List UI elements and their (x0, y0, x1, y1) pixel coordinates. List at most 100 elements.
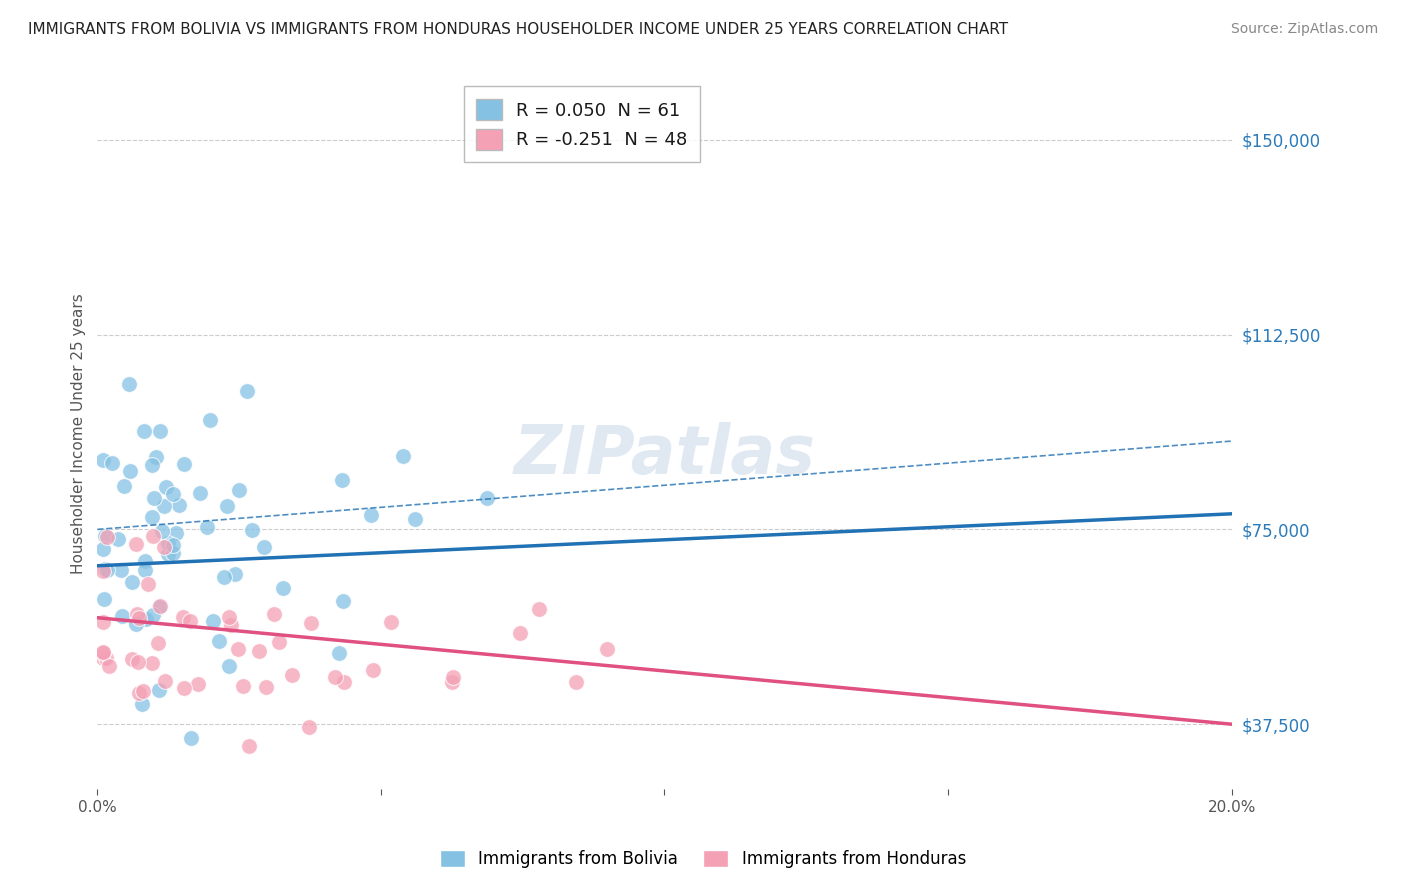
Point (179, 614, 201, 628)
Point (200, 413, 222, 427)
Legend: Immigrants from Bolivia, Immigrants from Honduras: Immigrants from Bolivia, Immigrants from… (433, 843, 973, 875)
Point (157, 547, 180, 561)
Point (121, 652, 143, 666)
Point (91, 645, 114, 659)
Point (150, 524, 173, 538)
Point (112, 478, 135, 492)
Point (149, 424, 172, 438)
Point (94, 529, 117, 543)
Point (96, 563, 118, 577)
Y-axis label: Householder Income Under 25 years: Householder Income Under 25 years (72, 293, 86, 574)
Point (91, 646, 114, 660)
Point (121, 574, 143, 589)
Point (361, 664, 384, 678)
Point (93, 591, 115, 606)
Point (173, 458, 195, 472)
Point (232, 679, 254, 693)
Point (91, 650, 114, 665)
Point (134, 553, 156, 567)
Point (188, 485, 211, 500)
Point (128, 611, 150, 625)
Point (219, 618, 242, 632)
Point (167, 499, 190, 513)
Point (332, 594, 354, 608)
Point (96, 530, 118, 544)
Point (157, 536, 180, 550)
Point (527, 602, 550, 616)
Point (141, 458, 163, 472)
Point (323, 670, 346, 684)
Point (148, 600, 170, 615)
Point (127, 607, 149, 621)
Point (132, 424, 155, 438)
Point (142, 529, 165, 543)
Point (111, 608, 134, 623)
Point (441, 670, 464, 684)
Point (145, 450, 167, 465)
Point (212, 569, 235, 583)
Point (475, 491, 498, 505)
Point (195, 519, 218, 533)
Point (135, 612, 157, 626)
Point (187, 677, 209, 691)
Point (360, 508, 382, 522)
Point (141, 509, 163, 524)
Point (162, 487, 184, 501)
Point (208, 633, 231, 648)
Point (97, 659, 120, 673)
Point (281, 667, 304, 681)
Point (149, 599, 172, 614)
Point (131, 697, 153, 711)
Point (236, 384, 259, 398)
Point (148, 682, 170, 697)
Point (91, 615, 114, 630)
Point (328, 646, 350, 660)
Point (218, 659, 240, 673)
Point (101, 456, 124, 470)
Point (118, 377, 141, 392)
Text: IMMIGRANTS FROM BOLIVIA VS IMMIGRANTS FROM HONDURAS HOUSEHOLDER INCOME UNDER 25 : IMMIGRANTS FROM BOLIVIA VS IMMIGRANTS FR… (28, 22, 1008, 37)
Point (267, 635, 290, 649)
Point (298, 720, 321, 734)
Text: ZIPatlas: ZIPatlas (513, 422, 815, 488)
Point (110, 563, 132, 577)
Point (215, 500, 238, 514)
Point (125, 617, 148, 632)
Point (240, 524, 263, 538)
Point (142, 607, 165, 622)
Legend: R = 0.050  N = 61, R = -0.251  N = 48: R = 0.050 N = 61, R = -0.251 N = 48 (464, 87, 700, 162)
Point (509, 626, 531, 640)
Point (564, 675, 586, 690)
Point (252, 541, 274, 555)
Point (127, 655, 149, 669)
Point (132, 683, 155, 698)
Point (596, 641, 619, 656)
Point (254, 681, 277, 695)
Point (330, 473, 353, 487)
Point (228, 483, 250, 497)
Point (173, 681, 195, 696)
Point (162, 538, 184, 552)
Point (134, 563, 156, 577)
Point (155, 480, 177, 494)
Point (143, 491, 166, 506)
Point (333, 675, 356, 690)
Point (128, 686, 150, 700)
Point (141, 656, 163, 670)
Point (91, 452, 114, 467)
Point (125, 537, 148, 551)
Point (94, 561, 117, 575)
Point (94, 651, 117, 665)
Point (271, 581, 294, 595)
Point (180, 731, 202, 745)
Point (165, 525, 187, 540)
Point (202, 614, 225, 628)
Point (224, 566, 246, 581)
Point (162, 546, 184, 560)
Point (91, 541, 114, 556)
Point (380, 615, 402, 630)
Text: Source: ZipAtlas.com: Source: ZipAtlas.com (1230, 22, 1378, 37)
Point (404, 511, 426, 525)
Point (136, 576, 159, 591)
Point (392, 449, 415, 463)
